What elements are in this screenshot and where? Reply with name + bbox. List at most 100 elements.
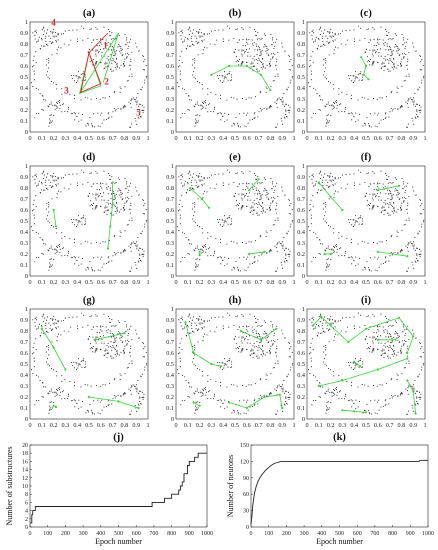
data-point bbox=[244, 195, 246, 197]
data-point bbox=[42, 34, 44, 36]
data-point bbox=[271, 188, 273, 190]
data-point bbox=[326, 121, 328, 123]
data-point bbox=[130, 345, 132, 347]
data-point bbox=[394, 251, 396, 253]
data-point bbox=[286, 233, 288, 235]
data-point bbox=[53, 369, 55, 371]
data-point bbox=[181, 338, 183, 340]
data-point bbox=[139, 390, 141, 392]
data-point bbox=[252, 356, 254, 358]
data-point bbox=[254, 65, 256, 67]
scatter-panel-a: (a)000.10.10.20.20.30.30.40.40.50.50.60.… bbox=[20, 8, 149, 142]
y-tick-label: 0.4 bbox=[297, 372, 305, 379]
data-point bbox=[250, 241, 252, 243]
data-point bbox=[89, 61, 91, 63]
data-point bbox=[282, 100, 284, 102]
data-point bbox=[321, 30, 323, 32]
data-point bbox=[326, 265, 328, 267]
x-axis-title: Epoch number bbox=[95, 537, 142, 546]
data-point bbox=[403, 200, 405, 202]
data-point bbox=[324, 363, 326, 365]
data-point bbox=[400, 208, 402, 210]
data-point bbox=[244, 51, 246, 53]
data-point bbox=[31, 369, 33, 371]
data-point bbox=[50, 258, 52, 260]
data-point bbox=[250, 97, 252, 99]
data-point bbox=[333, 336, 335, 338]
data-point bbox=[325, 60, 327, 62]
data-point bbox=[59, 104, 61, 106]
data-point bbox=[102, 192, 105, 194]
data-point bbox=[247, 187, 249, 189]
y-tick-label: 0.1 bbox=[166, 405, 174, 412]
data-point bbox=[94, 206, 96, 208]
data-point bbox=[388, 32, 390, 34]
data-point bbox=[56, 101, 58, 103]
data-point bbox=[270, 345, 272, 347]
data-point bbox=[136, 104, 138, 106]
data-point bbox=[50, 318, 52, 320]
data-point bbox=[182, 231, 184, 233]
data-point bbox=[367, 347, 369, 349]
data-point bbox=[280, 261, 282, 264]
data-point bbox=[179, 73, 182, 75]
data-point bbox=[243, 269, 245, 271]
data-point bbox=[320, 313, 322, 315]
data-point bbox=[230, 223, 233, 225]
y-tick-label: 0.3 bbox=[297, 96, 305, 103]
data-point bbox=[405, 328, 408, 330]
data-point bbox=[99, 258, 102, 260]
data-point bbox=[82, 39, 84, 41]
data-point bbox=[413, 389, 415, 391]
data-point bbox=[122, 341, 124, 343]
data-point bbox=[238, 193, 240, 195]
data-point bbox=[57, 320, 59, 322]
data-point bbox=[290, 203, 292, 205]
data-point bbox=[375, 195, 377, 197]
data-point bbox=[207, 88, 209, 90]
data-point bbox=[238, 326, 240, 328]
data-point bbox=[258, 48, 260, 50]
data-point bbox=[78, 256, 80, 258]
data-point bbox=[114, 235, 116, 237]
data-point bbox=[318, 108, 320, 111]
data-point bbox=[127, 186, 129, 188]
data-point bbox=[410, 385, 412, 387]
data-point bbox=[92, 351, 94, 353]
data-point bbox=[67, 108, 69, 110]
data-point bbox=[405, 185, 408, 187]
data-point bbox=[403, 367, 405, 369]
data-point bbox=[201, 228, 203, 230]
x-tick-label: 0.7 bbox=[386, 422, 394, 429]
data-point bbox=[423, 75, 425, 78]
data-point bbox=[384, 257, 386, 259]
data-point bbox=[220, 113, 222, 115]
data-point bbox=[270, 249, 272, 251]
data-point bbox=[333, 388, 335, 390]
data-point bbox=[335, 102, 337, 104]
data-point bbox=[93, 270, 96, 272]
data-point bbox=[326, 118, 328, 120]
data-point bbox=[115, 194, 117, 196]
data-point bbox=[249, 26, 251, 28]
data-point bbox=[386, 96, 388, 98]
data-point bbox=[257, 347, 259, 349]
data-point bbox=[243, 336, 245, 338]
data-point bbox=[142, 55, 144, 57]
data-point bbox=[394, 210, 396, 212]
data-point bbox=[101, 199, 103, 201]
data-point bbox=[35, 195, 37, 197]
data-point bbox=[255, 174, 257, 177]
data-point bbox=[108, 403, 110, 405]
data-point bbox=[78, 363, 80, 365]
data-point bbox=[113, 55, 115, 57]
data-point bbox=[103, 342, 105, 344]
data-point bbox=[57, 319, 59, 321]
data-point bbox=[327, 265, 329, 267]
data-point bbox=[191, 322, 193, 324]
data-point bbox=[310, 217, 313, 219]
network-path bbox=[377, 251, 408, 257]
data-point bbox=[63, 390, 65, 392]
data-point bbox=[256, 336, 259, 338]
network-path bbox=[377, 185, 400, 191]
